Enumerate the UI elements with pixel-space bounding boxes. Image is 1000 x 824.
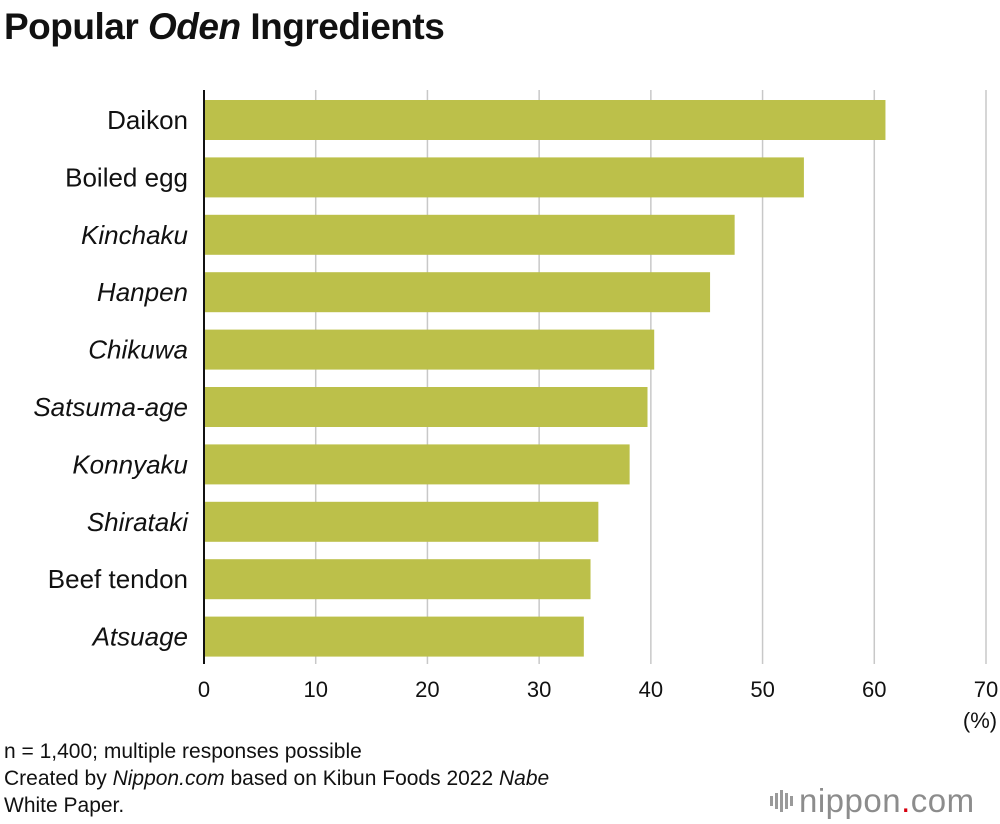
logo-dot: .	[901, 782, 911, 819]
chart-notes: n = 1,400; multiple responses possible C…	[4, 738, 549, 819]
x-tick-label: 10	[303, 677, 327, 702]
category-label: Daikon	[107, 105, 188, 135]
bar-hanpen	[204, 272, 711, 313]
category-label: Satsuma-age	[33, 392, 188, 422]
logo-bars-icon	[770, 790, 793, 812]
category-label: Chikuwa	[88, 335, 188, 365]
x-tick-label: 70	[974, 677, 998, 702]
bar-daikon	[204, 100, 886, 140]
logo-text: nippon.com	[799, 782, 975, 820]
title-prefix: Popular	[4, 6, 149, 47]
bar-chikuwa	[204, 329, 655, 370]
bar-satsuma-age	[204, 387, 648, 427]
category-label: Boiled egg	[65, 162, 188, 192]
x-tick-label: 50	[750, 677, 774, 702]
sample-note: n = 1,400; multiple responses possible	[4, 740, 362, 763]
nippon-logo: nippon.com	[770, 782, 975, 820]
category-label: Atsuage	[91, 622, 188, 652]
source-note-end: White Paper.	[4, 794, 125, 817]
bar-atsuage	[204, 616, 584, 657]
source-name: Nippon.com	[112, 767, 225, 790]
bar-beef-tendon	[204, 559, 591, 600]
category-label: Kinchaku	[81, 220, 188, 250]
category-label: Beef tendon	[48, 564, 188, 594]
bar-shirataki	[204, 501, 599, 542]
source-emphasis: Nabe	[499, 767, 550, 790]
logo-suffix: com	[910, 782, 975, 819]
bar-kinchaku	[204, 214, 735, 255]
title-suffix: Ingredients	[240, 6, 445, 47]
source-mid: based on Kibun Foods 2022	[224, 767, 499, 790]
source-note: Created by Nippon.com based on Kibun Foo…	[4, 765, 549, 792]
bar-boiled-egg	[204, 157, 804, 198]
title-emphasis: Oden	[148, 6, 241, 47]
category-label: Shirataki	[87, 507, 189, 537]
x-tick-label: 40	[639, 677, 663, 702]
x-tick-label: 0	[198, 677, 210, 702]
logo-word: nippon	[799, 782, 902, 819]
source-prefix: Created by	[4, 767, 113, 790]
x-tick-label: 30	[527, 677, 551, 702]
x-tick-label: 60	[862, 677, 886, 702]
x-unit-label: (%)	[963, 708, 997, 733]
category-label: Hanpen	[97, 277, 188, 307]
chart-title: Popular Oden Ingredients	[4, 6, 445, 48]
x-tick-label: 20	[415, 677, 439, 702]
bar-konnyaku	[204, 444, 630, 485]
category-label: Konnyaku	[72, 449, 188, 479]
